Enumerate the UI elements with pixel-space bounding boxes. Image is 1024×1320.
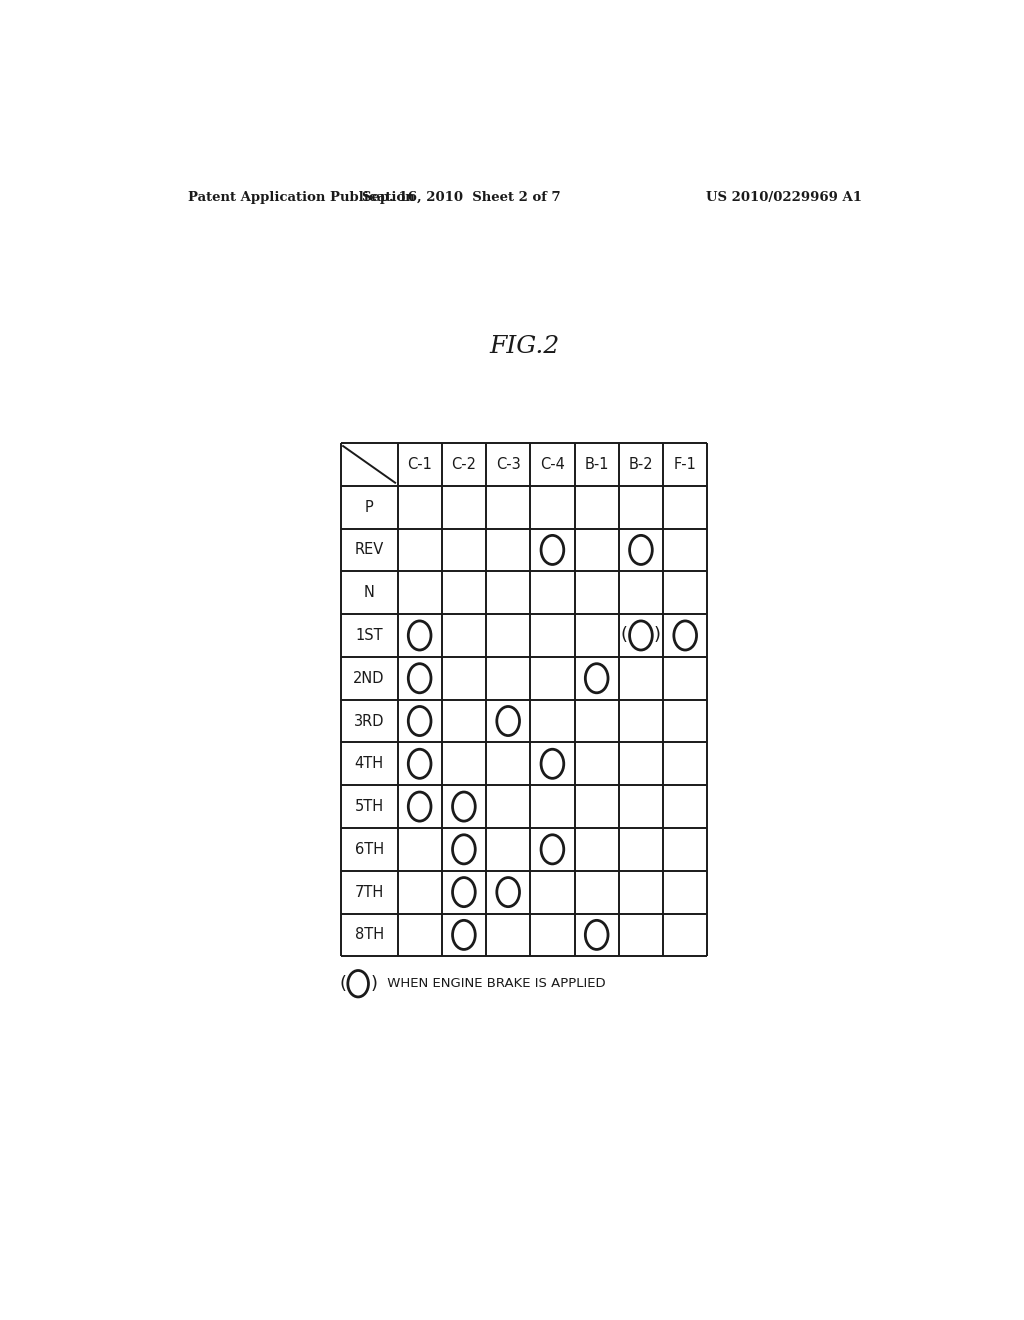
Text: C-1: C-1: [408, 457, 432, 471]
Text: P: P: [365, 500, 374, 515]
Text: REV: REV: [354, 543, 384, 557]
Text: 4TH: 4TH: [354, 756, 384, 771]
Text: (: (: [621, 627, 628, 644]
Text: FIG.2: FIG.2: [489, 335, 560, 358]
Text: 2ND: 2ND: [353, 671, 385, 686]
Text: 7TH: 7TH: [354, 884, 384, 900]
Text: C-4: C-4: [540, 457, 565, 471]
Text: ): ): [654, 627, 660, 644]
Text: B-1: B-1: [585, 457, 609, 471]
Text: 5TH: 5TH: [354, 799, 384, 814]
Text: N: N: [364, 585, 375, 601]
Text: 6TH: 6TH: [354, 842, 384, 857]
Text: WHEN ENGINE BRAKE IS APPLIED: WHEN ENGINE BRAKE IS APPLIED: [383, 977, 605, 990]
Text: Sep. 16, 2010  Sheet 2 of 7: Sep. 16, 2010 Sheet 2 of 7: [362, 190, 560, 203]
Text: 8TH: 8TH: [354, 928, 384, 942]
Text: 3RD: 3RD: [354, 714, 384, 729]
Text: F-1: F-1: [674, 457, 696, 471]
Text: C-3: C-3: [496, 457, 520, 471]
Text: C-2: C-2: [452, 457, 476, 471]
Text: B-2: B-2: [629, 457, 653, 471]
Text: (: (: [339, 974, 346, 993]
Text: US 2010/0229969 A1: US 2010/0229969 A1: [707, 190, 862, 203]
Text: 1ST: 1ST: [355, 628, 383, 643]
Text: Patent Application Publication: Patent Application Publication: [187, 190, 415, 203]
Text: ): ): [370, 974, 377, 993]
